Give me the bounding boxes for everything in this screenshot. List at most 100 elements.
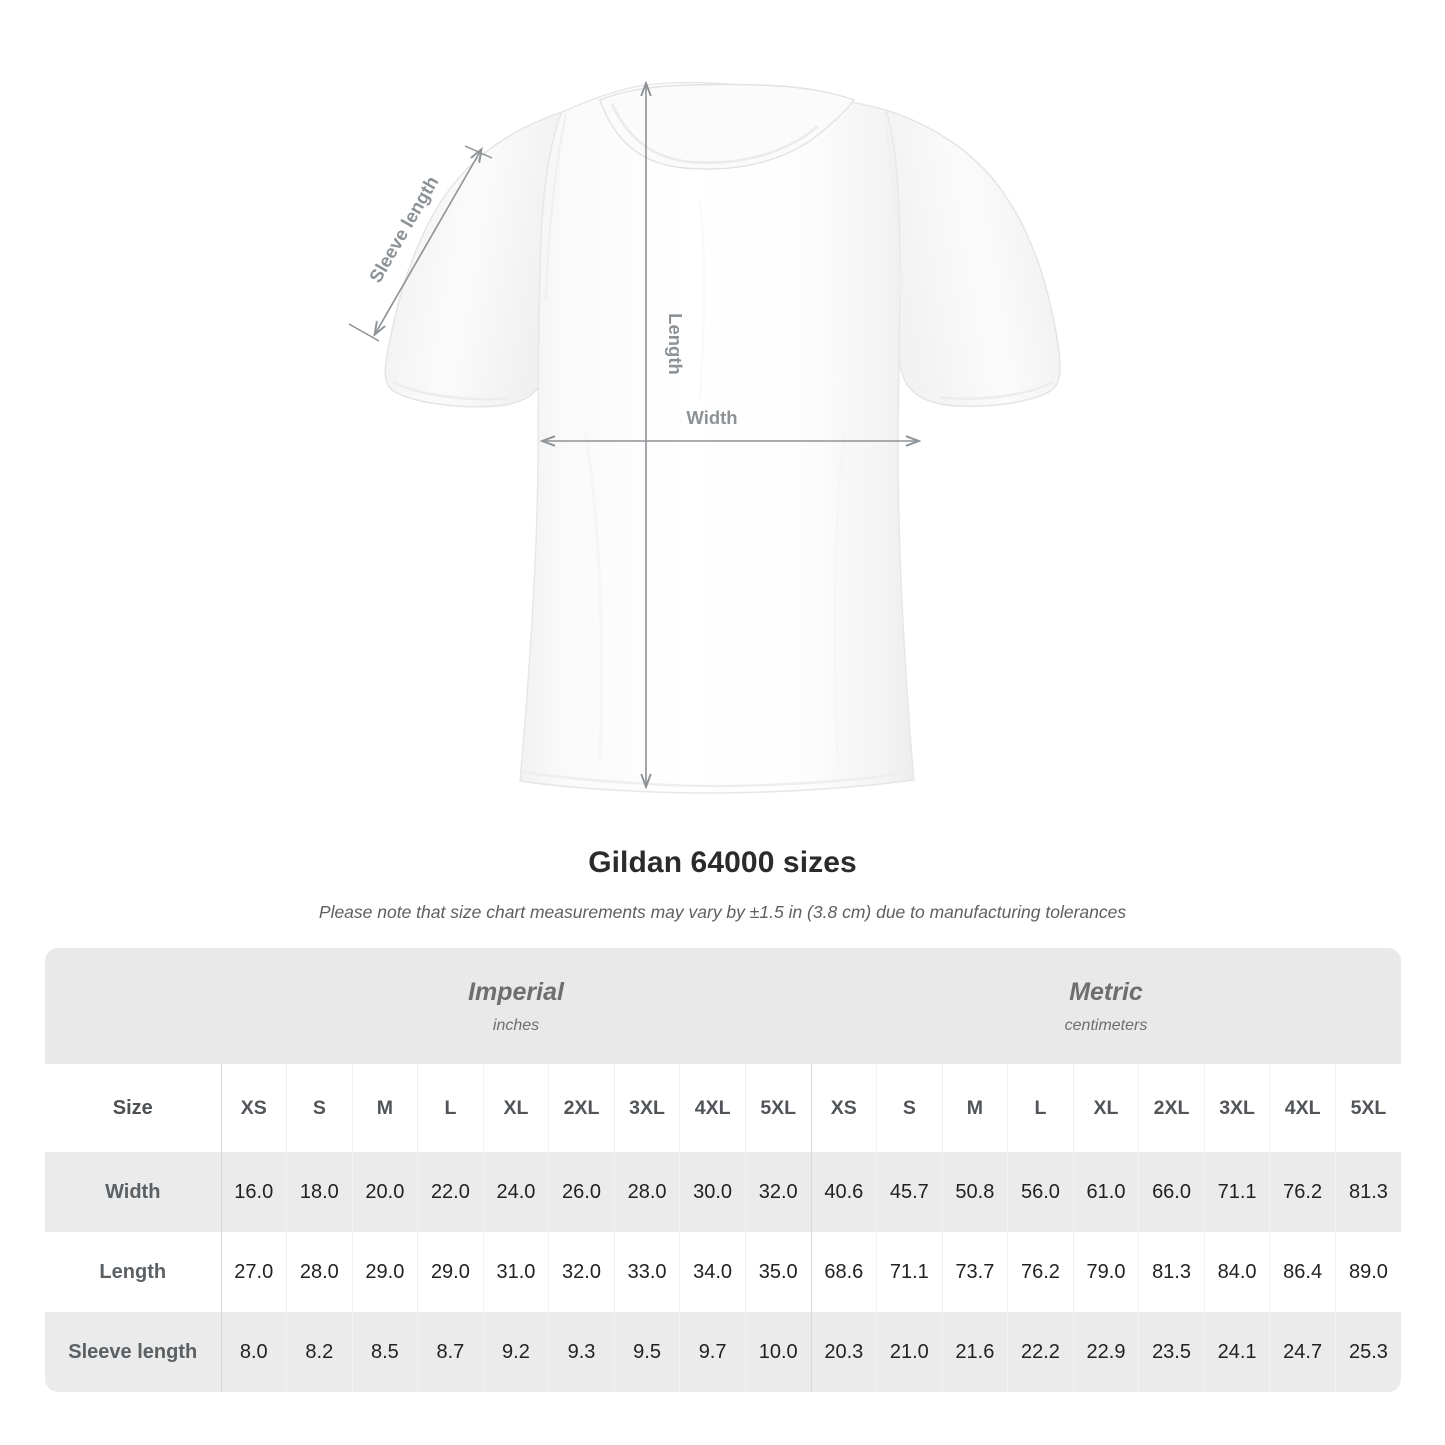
tshirt-diagram: Length Width Sleeve length bbox=[348, 80, 1061, 794]
cell-sleeve-imperial-xs: 8.0 bbox=[221, 1312, 288, 1392]
cell-width-metric-5xl: 81.3 bbox=[1335, 1152, 1401, 1232]
cell-sleeve-metric-2xl: 23.5 bbox=[1138, 1312, 1205, 1392]
size-header-row: Size XS S M L XL 2XL 3XL 4XL 5XL XS S M … bbox=[45, 1064, 1401, 1152]
cell-sleeve-metric-s: 21.0 bbox=[876, 1312, 943, 1392]
header-metric-2xl: 2XL bbox=[1138, 1064, 1205, 1152]
cell-length-metric-xs: 68.6 bbox=[811, 1232, 878, 1312]
cell-sleeve-metric-xl: 22.9 bbox=[1073, 1312, 1140, 1392]
cell-sleeve-metric-m: 21.6 bbox=[942, 1312, 1009, 1392]
cell-width-metric-3xl: 71.1 bbox=[1204, 1152, 1271, 1232]
header-imperial-5xl: 5XL bbox=[745, 1064, 812, 1152]
tshirt-collar-inner bbox=[610, 103, 819, 164]
cell-length-imperial-2xl: 32.0 bbox=[548, 1232, 615, 1312]
cell-width-imperial-3xl: 28.0 bbox=[614, 1152, 681, 1232]
metric-label: Metric bbox=[1069, 977, 1143, 1006]
fabric-fold-2 bbox=[833, 429, 847, 763]
cell-length-imperial-s: 28.0 bbox=[286, 1232, 353, 1312]
header-imperial-2xl: 2XL bbox=[548, 1064, 615, 1152]
cell-width-imperial-4xl: 30.0 bbox=[679, 1152, 746, 1232]
header-imperial-xs: XS bbox=[221, 1064, 288, 1152]
tshirt-right-sleeve-hem bbox=[939, 380, 1054, 400]
page-title: Gildan 64000 sizes bbox=[588, 846, 857, 879]
row-label-sleeve-length: Sleeve length bbox=[45, 1312, 222, 1392]
header-imperial-s: S bbox=[286, 1064, 353, 1152]
unit-banner-metric: Metric centimeters bbox=[811, 948, 1401, 1064]
cell-width-metric-4xl: 76.2 bbox=[1269, 1152, 1336, 1232]
heading-block: Gildan 64000 sizes Please note that size… bbox=[0, 845, 1445, 923]
cell-sleeve-metric-l: 22.2 bbox=[1007, 1312, 1074, 1392]
imperial-sublabel: inches bbox=[492, 1016, 540, 1034]
cell-length-metric-l: 76.2 bbox=[1007, 1232, 1074, 1312]
tshirt-left-sleeve bbox=[384, 111, 563, 408]
table-row: Width 16.0 18.0 20.0 22.0 24.0 26.0 28.0… bbox=[45, 1152, 1401, 1232]
tshirt-collar bbox=[599, 83, 856, 170]
length-label: Length bbox=[665, 313, 686, 375]
cell-length-imperial-xs: 27.0 bbox=[221, 1232, 288, 1312]
fabric-fold-3 bbox=[698, 199, 706, 401]
header-imperial-3xl: 3XL bbox=[614, 1064, 681, 1152]
row-label-width: Width bbox=[45, 1152, 222, 1232]
cell-length-imperial-m: 29.0 bbox=[352, 1232, 419, 1312]
cell-width-imperial-l: 22.0 bbox=[417, 1152, 484, 1232]
cell-width-metric-xs: 40.6 bbox=[811, 1152, 878, 1232]
unit-banner-imperial: Imperial inches bbox=[221, 948, 812, 1064]
cell-sleeve-imperial-s: 8.2 bbox=[286, 1312, 353, 1392]
tshirt-left-sleeve-hem bbox=[392, 380, 508, 401]
cell-length-imperial-xl: 31.0 bbox=[483, 1232, 550, 1312]
tshirt-right-sleeve bbox=[885, 109, 1061, 408]
cell-width-metric-2xl: 66.0 bbox=[1138, 1152, 1205, 1232]
cell-length-metric-xl: 79.0 bbox=[1073, 1232, 1140, 1312]
cell-width-metric-m: 50.8 bbox=[942, 1152, 1009, 1232]
fabric-fold-1 bbox=[583, 429, 603, 761]
cell-sleeve-metric-5xl: 25.3 bbox=[1335, 1312, 1401, 1392]
cell-length-metric-4xl: 86.4 bbox=[1269, 1232, 1336, 1312]
header-imperial-xl: XL bbox=[483, 1064, 550, 1152]
tshirt-hem bbox=[520, 769, 914, 788]
header-metric-s: S bbox=[876, 1064, 943, 1152]
cell-width-imperial-2xl: 26.0 bbox=[548, 1152, 615, 1232]
sleeve-measure-tick-bottom bbox=[348, 323, 380, 342]
cell-length-metric-m: 73.7 bbox=[942, 1232, 1009, 1312]
cell-length-metric-s: 71.1 bbox=[876, 1232, 943, 1312]
size-table-container: Imperial inches Metric centimeters Size … bbox=[45, 948, 1401, 1392]
header-metric-l: L bbox=[1007, 1064, 1074, 1152]
header-metric-5xl: 5XL bbox=[1335, 1064, 1401, 1152]
cell-sleeve-imperial-l: 8.7 bbox=[417, 1312, 484, 1392]
cell-length-metric-2xl: 81.3 bbox=[1138, 1232, 1205, 1312]
cell-sleeve-imperial-5xl: 10.0 bbox=[745, 1312, 812, 1392]
tshirt-illustration: Length Width Sleeve length bbox=[348, 80, 1061, 794]
cell-sleeve-imperial-xl: 9.2 bbox=[483, 1312, 550, 1392]
cell-length-metric-5xl: 89.0 bbox=[1335, 1232, 1401, 1312]
cell-width-metric-s: 45.7 bbox=[876, 1152, 943, 1232]
header-size-label: Size bbox=[45, 1064, 222, 1152]
header-imperial-l: L bbox=[417, 1064, 484, 1152]
header-imperial-m: M bbox=[352, 1064, 419, 1152]
sleeve-measure-line bbox=[373, 146, 483, 338]
cell-width-imperial-5xl: 32.0 bbox=[745, 1152, 812, 1232]
imperial-label: Imperial bbox=[468, 977, 564, 1006]
tshirt-left-shoulder-seam bbox=[545, 113, 567, 301]
cell-sleeve-metric-xs: 20.3 bbox=[811, 1312, 878, 1392]
header-metric-xl: XL bbox=[1073, 1064, 1140, 1152]
cell-sleeve-metric-3xl: 24.1 bbox=[1204, 1312, 1271, 1392]
cell-width-metric-l: 56.0 bbox=[1007, 1152, 1074, 1232]
table-row: Sleeve length 8.0 8.2 8.5 8.7 9.2 9.3 9.… bbox=[45, 1312, 1401, 1392]
width-label: Width bbox=[686, 407, 737, 428]
cell-sleeve-imperial-3xl: 9.5 bbox=[614, 1312, 681, 1392]
tshirt-right-shoulder-seam bbox=[883, 111, 901, 299]
header-metric-xs: XS bbox=[811, 1064, 878, 1152]
cell-length-imperial-l: 29.0 bbox=[417, 1232, 484, 1312]
header-imperial-4xl: 4XL bbox=[679, 1064, 746, 1152]
unit-banner-spacer bbox=[45, 948, 221, 1064]
tshirt-body bbox=[519, 81, 915, 794]
cell-sleeve-imperial-2xl: 9.3 bbox=[548, 1312, 615, 1392]
size-table: Imperial inches Metric centimeters Size … bbox=[45, 948, 1401, 1392]
cell-length-imperial-5xl: 35.0 bbox=[745, 1232, 812, 1312]
cell-sleeve-imperial-4xl: 9.7 bbox=[679, 1312, 746, 1392]
cell-length-metric-3xl: 84.0 bbox=[1204, 1232, 1271, 1312]
cell-length-imperial-4xl: 34.0 bbox=[679, 1232, 746, 1312]
header-metric-3xl: 3XL bbox=[1204, 1064, 1271, 1152]
unit-banner-row: Imperial inches Metric centimeters bbox=[45, 948, 1401, 1064]
tolerance-note: Please note that size chart measurements… bbox=[318, 902, 1127, 922]
